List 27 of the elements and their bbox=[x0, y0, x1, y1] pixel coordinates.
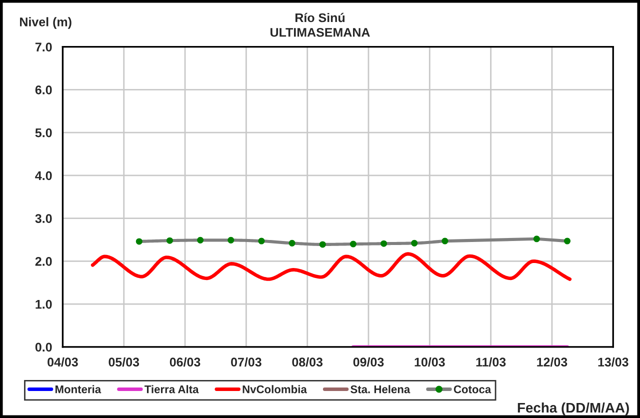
x-tick-label: 04/03 bbox=[48, 357, 78, 367]
x-tick-label: 05/03 bbox=[108, 357, 140, 367]
chart-subtitle: ULTIMASEMANA bbox=[270, 28, 370, 37]
y-tick-label: 2.0 bbox=[35, 256, 52, 266]
x-tick-label: 07/03 bbox=[231, 357, 262, 367]
x-tick-label: 09/03 bbox=[353, 357, 384, 367]
legend-label: Tierra Alta bbox=[144, 385, 199, 394]
legend-label: NvColombia bbox=[242, 385, 307, 394]
y-tick-label: 1.0 bbox=[36, 300, 52, 309]
y-tick-label: 6.0 bbox=[35, 85, 52, 94]
legend-label: Sta. Helena bbox=[350, 385, 410, 394]
x-axis-title: Fecha (DD/M/AA) bbox=[518, 402, 629, 416]
x-tick-label: 08/03 bbox=[292, 357, 323, 367]
legend-label: Cotoca bbox=[454, 385, 492, 394]
x-tick-label: 12/03 bbox=[537, 357, 568, 367]
y-tick-label: 5.0 bbox=[35, 128, 52, 138]
y-axis-title: Nivel (m) bbox=[20, 17, 72, 29]
x-tick-label: 11/03 bbox=[476, 357, 506, 367]
chart-title: Río Sinú bbox=[295, 12, 345, 22]
x-tick-label: 06/03 bbox=[170, 357, 200, 367]
x-tick-label: 10/03 bbox=[414, 357, 445, 367]
y-tick-label: 0.0 bbox=[35, 342, 52, 352]
legend-label: Monteria bbox=[56, 385, 102, 394]
y-tick-label: 3.0 bbox=[35, 214, 52, 223]
x-tick-label: 13/03 bbox=[598, 357, 628, 367]
y-tick-label: 7.0 bbox=[35, 42, 52, 52]
y-tick-label: 4.0 bbox=[35, 171, 52, 180]
